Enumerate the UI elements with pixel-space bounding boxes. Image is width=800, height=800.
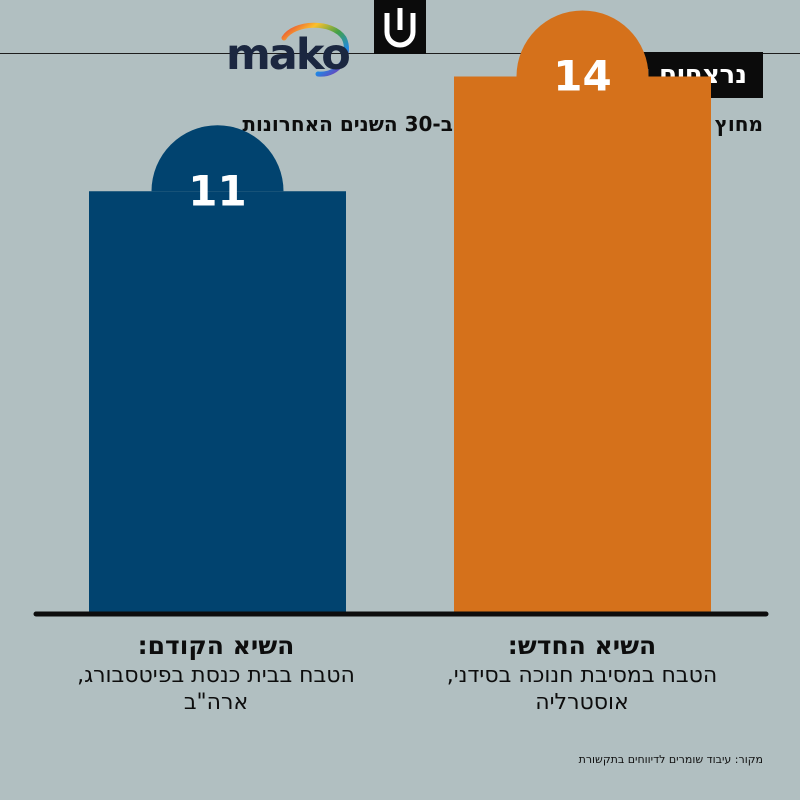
mako-logo-text: mako xyxy=(226,30,351,80)
bar-cap-1 xyxy=(516,10,649,77)
category-heading: השיא החדש: xyxy=(507,631,657,660)
bar-0 xyxy=(89,191,346,612)
bar-cap-0 xyxy=(151,125,284,192)
mako-logo: mako xyxy=(222,18,352,80)
source-note: מקור: עיבוד שומרים לדיווחים בתקשורת xyxy=(578,753,763,766)
category-heading: השיא הקודם: xyxy=(137,631,295,660)
bar-value-label-1: 14 xyxy=(553,52,611,101)
category-label-previous-record: השיא הקודם: הטבח בבית כנסת בפיטסבורג, אר… xyxy=(66,630,366,716)
bar-1 xyxy=(454,76,711,612)
channel-logo xyxy=(374,0,426,54)
category-description: הטבח במסיבת חנוכה בסידני, אוסטרליה xyxy=(446,663,718,715)
mako-logo-arc-icon xyxy=(281,22,349,77)
category-label-new-record: השיא החדש: הטבח במסיבת חנוכה בסידני, אוס… xyxy=(432,630,732,716)
category-description: הטבח בבית כנסת בפיטסבורג, ארה"ב xyxy=(77,663,355,715)
bar-value-label-0: 11 xyxy=(188,166,246,215)
